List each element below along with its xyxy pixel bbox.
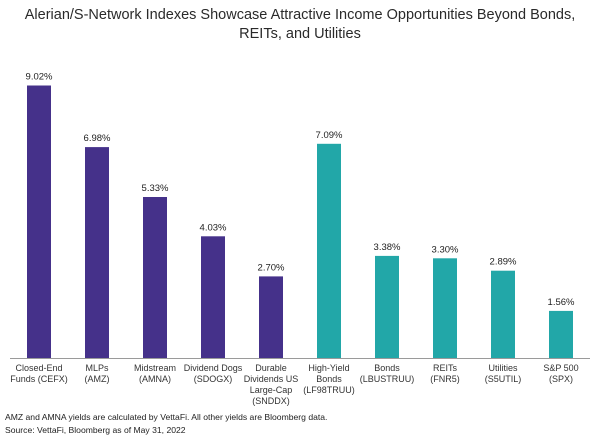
category-label-8: Utilities (S5UTIL) — [485, 363, 522, 384]
data-label-5: 7.09% — [316, 130, 343, 141]
category-label-line: (S5UTIL) — [485, 374, 522, 384]
data-label-0: 9.02% — [26, 72, 53, 83]
chart-title: Alerian/S-Network Indexes Showcase Attra… — [0, 6, 600, 44]
data-label-3: 4.03% — [200, 222, 227, 233]
category-label-line: Bonds — [374, 363, 400, 373]
category-label-line: MLPs — [85, 363, 109, 373]
category-label-1: MLPs (AMZ) — [85, 363, 110, 384]
chart-title-line-1: Alerian/S-Network Indexes Showcase Attra… — [24, 7, 576, 23]
bar-2 — [143, 197, 167, 358]
category-label-line: (AMNA) — [139, 374, 171, 384]
category-label-line: Large-Cap — [250, 385, 293, 395]
category-label-line: (SNDDX) — [252, 396, 290, 406]
category-label-line: Utilities — [488, 363, 518, 373]
category-label-7: REITs (FNR5) — [430, 363, 460, 384]
bar-3 — [201, 236, 225, 358]
category-label-0: Closed-End Funds (CEFX) — [10, 363, 68, 384]
data-label-9: 1.56% — [548, 297, 575, 308]
category-label-3: Dividend Dogs (SDOGX) — [184, 363, 243, 384]
bar-9 — [549, 310, 573, 358]
bar-4 — [259, 276, 283, 358]
bar-8 — [491, 270, 515, 358]
footnote-data-note: AMZ and AMNA yields are calculated by Ve… — [5, 412, 328, 422]
data-label-4: 2.70% — [258, 262, 285, 273]
bar-7 — [433, 258, 457, 358]
data-label-6: 3.38% — [374, 242, 401, 253]
category-label-5: High-Yield Bonds (LF98TRUU) — [303, 363, 355, 395]
category-label-line: S&P 500 — [543, 363, 578, 373]
category-label-line: (LBUSTRUU) — [360, 374, 415, 384]
category-label-line: High-Yield — [308, 363, 349, 373]
category-label-line: (AMZ) — [85, 374, 110, 384]
chart-title-line-2: REITs, and Utilities — [239, 26, 361, 42]
category-label-line: Midstream — [134, 363, 176, 373]
category-label-line: (SPX) — [549, 374, 573, 384]
footnote-source: Source: VettaFi, Bloomberg as of May 31,… — [5, 425, 186, 435]
category-label-line: Funds (CEFX) — [10, 374, 68, 384]
category-label-line: (LF98TRUU) — [303, 385, 355, 395]
category-label-line: Dividend Dogs — [184, 363, 243, 373]
data-label-7: 3.30% — [432, 244, 459, 255]
category-label-4: Durable Dividends US Large-Cap (SNDDX) — [244, 363, 299, 406]
category-label-line: (SDOGX) — [194, 374, 233, 384]
data-label-1: 6.98% — [84, 133, 111, 144]
category-label-line: (FNR5) — [430, 374, 460, 384]
data-label-8: 2.89% — [490, 257, 517, 268]
bar-6 — [375, 255, 399, 358]
category-label-line: Dividends US — [244, 374, 299, 384]
category-label-line: Bonds — [316, 374, 342, 384]
bar-0 — [27, 85, 51, 358]
bar-5 — [317, 143, 341, 358]
data-label-2: 5.33% — [142, 183, 169, 194]
category-label-2: Midstream (AMNA) — [134, 363, 176, 384]
category-label-6: Bonds (LBUSTRUU) — [360, 363, 415, 384]
category-label-line: Durable — [255, 363, 287, 373]
category-label-line: Closed-End — [15, 363, 62, 373]
category-label-9: S&P 500 (SPX) — [543, 363, 578, 384]
category-label-line: REITs — [433, 363, 458, 373]
bar-1 — [85, 147, 109, 358]
